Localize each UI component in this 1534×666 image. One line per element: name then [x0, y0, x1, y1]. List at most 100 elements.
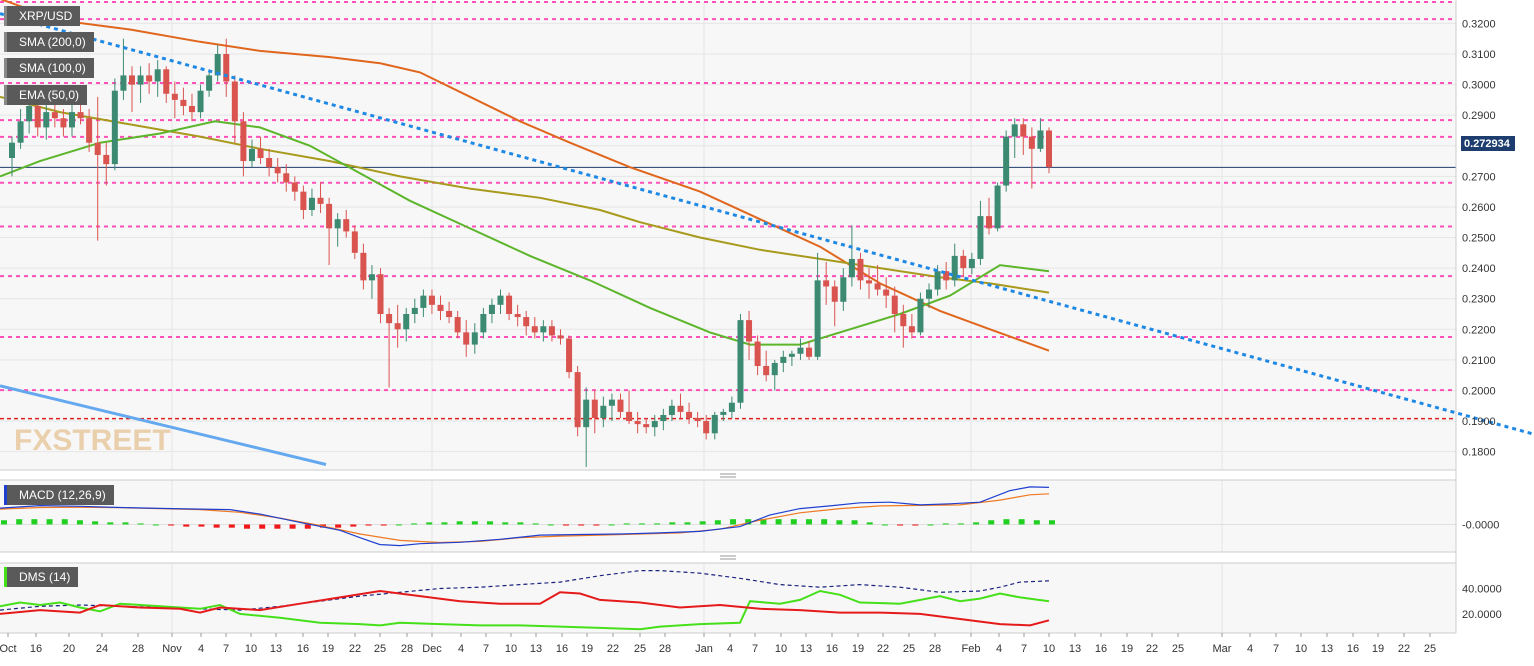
support-line	[0, 384, 327, 466]
macd-histogram-bar	[790, 519, 797, 525]
candle-body	[960, 255, 967, 269]
x-tick-label: 19	[322, 643, 334, 655]
candle-body	[171, 93, 178, 100]
x-tick-label: Mar	[1213, 643, 1232, 655]
candle-body	[917, 298, 924, 333]
candle-body	[308, 197, 315, 210]
candle-body	[103, 154, 110, 165]
candle-body	[746, 320, 753, 342]
candle-body	[446, 310, 453, 318]
candle-body	[94, 142, 101, 155]
x-tick-label: 7	[1021, 643, 1027, 655]
candle-body	[488, 304, 495, 314]
candle-body	[617, 399, 624, 412]
candle-body	[686, 411, 693, 418]
candle-body	[480, 314, 487, 333]
macd-histogram-bar	[152, 524, 159, 526]
candle-body	[386, 314, 393, 324]
macd-histogram-bar	[46, 519, 53, 525]
candle-body	[86, 118, 93, 143]
candle-body	[17, 121, 24, 143]
macd-histogram-bar	[304, 524, 311, 529]
dms-legend[interactable]: DMS (14)	[4, 567, 79, 587]
candle-body	[214, 54, 221, 76]
macd-histogram-bar	[912, 524, 919, 526]
macd-histogram-bar	[745, 519, 752, 525]
candle-body	[994, 185, 1001, 229]
candle-body	[763, 366, 770, 376]
macd-resize-handle[interactable]	[720, 473, 736, 478]
candle-body	[900, 314, 907, 327]
candle-body	[883, 289, 890, 296]
macd-histogram-bar	[31, 519, 38, 525]
macd-histogram-bar	[198, 524, 205, 527]
y-tick-label: 0.2700	[1462, 171, 1496, 183]
x-tick-label: 22	[607, 643, 619, 655]
macd-histogram-bar	[395, 524, 402, 526]
y-tick-label: 0.2600	[1462, 202, 1496, 214]
ema50-legend[interactable]: EMA (50,0)	[4, 85, 88, 105]
macd-histogram-bar	[61, 519, 68, 525]
macd-histogram-bar	[1018, 519, 1025, 525]
macd-legend[interactable]: MACD (12,26,9)	[4, 485, 114, 505]
x-tick-label: Nov	[162, 643, 182, 655]
x-tick-label: 4	[1247, 643, 1253, 655]
sma100-legend[interactable]: SMA (100,0)	[4, 58, 94, 78]
macd-histogram-bar	[836, 520, 843, 525]
macd-histogram-bar	[593, 524, 600, 526]
candle-body	[754, 341, 761, 366]
x-tick-label: 25	[1424, 643, 1436, 655]
candle-body	[248, 148, 255, 162]
x-tick-label: 7	[752, 643, 758, 655]
candle-body	[231, 81, 238, 122]
macd-histogram-bar	[684, 522, 691, 525]
macd-histogram-bar	[183, 524, 190, 527]
candle-body	[986, 216, 993, 229]
sma200-legend[interactable]: SMA (200,0)	[4, 32, 94, 52]
fxstreet-watermark: FXSTREET	[14, 424, 171, 457]
dms-resize-handle[interactable]	[720, 555, 736, 560]
macd-histogram-bar	[487, 521, 494, 525]
macd-histogram-bar	[1003, 519, 1010, 525]
macd-histogram-bar	[532, 523, 539, 525]
candle-body	[626, 411, 633, 422]
x-tick-label: 22	[1146, 643, 1158, 655]
y-tick-label: 0.2400	[1462, 263, 1496, 275]
candle-body	[154, 69, 161, 82]
macd-histogram-bar	[274, 524, 281, 529]
candle-body	[891, 295, 898, 314]
macd-histogram-bar	[1, 520, 7, 525]
macd-histogram-bar	[714, 520, 721, 525]
macd-histogram-bar	[411, 523, 418, 525]
macd-histogram-bar	[866, 522, 873, 525]
x-tick-label: 10	[245, 643, 257, 655]
candle-body	[360, 252, 367, 281]
candle-body	[651, 421, 658, 428]
x-tick-label: 20	[63, 643, 75, 655]
x-tick-label: 19	[852, 643, 864, 655]
candle-body	[934, 271, 941, 290]
macd-histogram-bar	[562, 524, 569, 526]
x-tick-label: Jan	[695, 643, 713, 655]
macd-histogram-bar	[805, 519, 812, 525]
symbol-label[interactable]: XRP/USD	[4, 6, 81, 26]
x-tick-label: 22	[349, 643, 361, 655]
candle-body	[26, 106, 33, 122]
y-tick-label: 0.2200	[1462, 324, 1496, 336]
macd-line	[0, 486, 1050, 547]
x-tick-label: 16	[826, 643, 838, 655]
x-tick-label: 10	[1043, 643, 1055, 655]
candle-body	[454, 317, 461, 333]
candle-body	[583, 399, 590, 428]
x-tick-label: Oct	[0, 643, 17, 655]
candle-body	[1037, 130, 1044, 149]
candle-body	[943, 271, 950, 281]
candle-body	[677, 405, 684, 412]
candle-body	[797, 347, 804, 354]
macd-histogram-bar	[441, 522, 448, 525]
candle-body	[848, 258, 855, 278]
macd-panel-bg	[0, 480, 1456, 552]
candle-body	[1046, 130, 1052, 168]
